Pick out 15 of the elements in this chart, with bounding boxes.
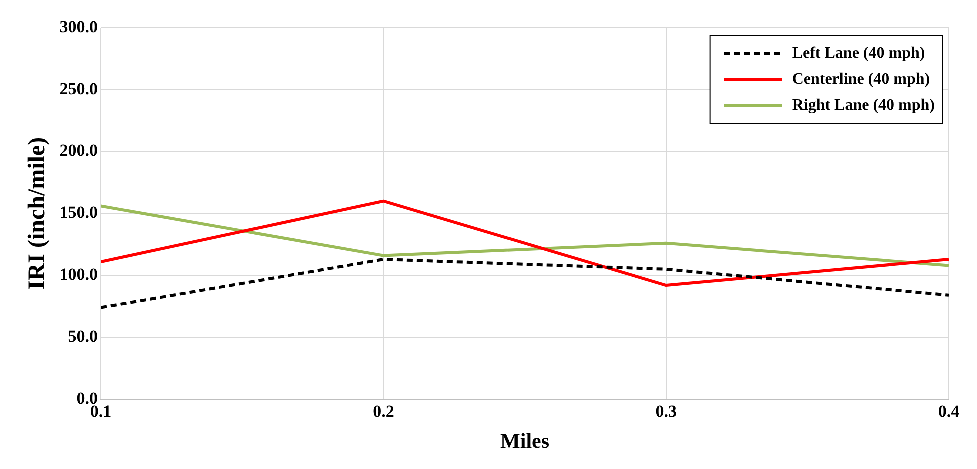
legend-label: Centerline (40 mph) — [792, 71, 930, 88]
y-tick-label: 150.0 — [60, 203, 98, 222]
y-tick-label: 100.0 — [60, 264, 98, 284]
y-tick-label: 50.0 — [68, 326, 98, 346]
legend-label: Left Lane (40 mph) — [792, 45, 926, 62]
y-tick-label: 250.0 — [60, 79, 98, 98]
x-tick-label: 0.4 — [938, 402, 960, 421]
x-axis-title: Miles — [500, 428, 550, 453]
y-axis-title: IRI (inch/mile) — [24, 137, 51, 290]
y-tick-label: 200.0 — [60, 141, 98, 160]
y-tick-label: 300.0 — [60, 17, 98, 36]
line-series — [101, 258, 949, 310]
legend-label: Right Lane (40 mph) — [792, 97, 936, 114]
x-tick-label: 0.2 — [373, 402, 394, 421]
x-tick-label: 0.3 — [656, 402, 677, 421]
